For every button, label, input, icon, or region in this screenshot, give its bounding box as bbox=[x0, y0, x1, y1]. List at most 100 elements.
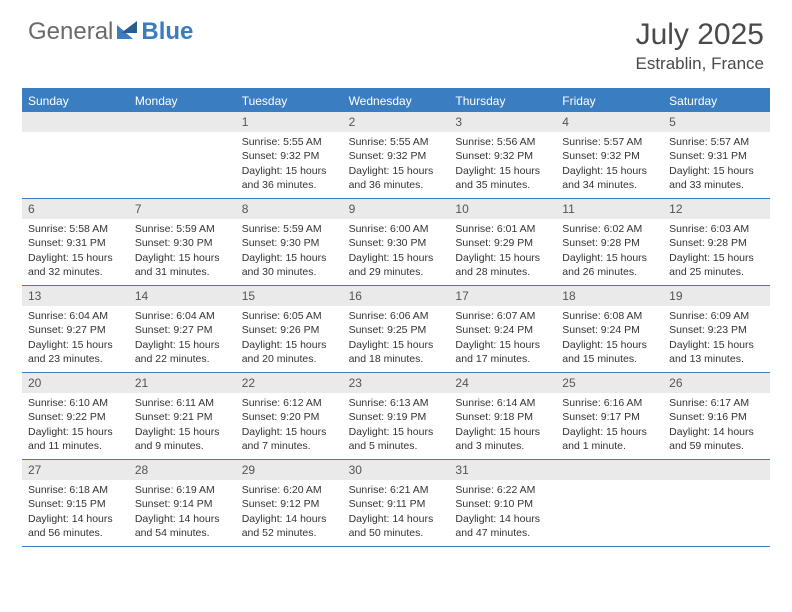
sunrise-text: Sunrise: 6:08 AM bbox=[562, 309, 657, 323]
day-number bbox=[129, 112, 236, 132]
sunrise-text: Sunrise: 6:12 AM bbox=[242, 396, 337, 410]
day-content: Sunrise: 6:06 AMSunset: 9:25 PMDaylight:… bbox=[343, 306, 450, 370]
day-header: Sunday bbox=[22, 90, 129, 112]
day-number: 1 bbox=[236, 112, 343, 132]
day-cell bbox=[129, 112, 236, 198]
day-content: Sunrise: 6:11 AMSunset: 9:21 PMDaylight:… bbox=[129, 393, 236, 457]
day-cell bbox=[556, 460, 663, 546]
day-number: 11 bbox=[556, 199, 663, 219]
title-block: July 2025 Estrablin, France bbox=[636, 18, 765, 74]
daylight-text: Daylight: 15 hours and 15 minutes. bbox=[562, 338, 657, 366]
day-cell: 8Sunrise: 5:59 AMSunset: 9:30 PMDaylight… bbox=[236, 199, 343, 285]
day-header-row: Sunday Monday Tuesday Wednesday Thursday… bbox=[22, 90, 770, 112]
sunset-text: Sunset: 9:26 PM bbox=[242, 323, 337, 337]
day-number: 14 bbox=[129, 286, 236, 306]
day-number bbox=[663, 460, 770, 480]
sunrise-text: Sunrise: 5:55 AM bbox=[242, 135, 337, 149]
day-content: Sunrise: 5:57 AMSunset: 9:32 PMDaylight:… bbox=[556, 132, 663, 196]
logo-triangle-icon bbox=[117, 21, 139, 44]
logo: General Blue bbox=[28, 18, 193, 46]
day-number: 8 bbox=[236, 199, 343, 219]
day-number: 21 bbox=[129, 373, 236, 393]
day-number: 4 bbox=[556, 112, 663, 132]
day-content: Sunrise: 6:04 AMSunset: 9:27 PMDaylight:… bbox=[22, 306, 129, 370]
day-cell: 14Sunrise: 6:04 AMSunset: 9:27 PMDayligh… bbox=[129, 286, 236, 372]
day-number: 7 bbox=[129, 199, 236, 219]
day-number: 17 bbox=[449, 286, 556, 306]
day-content: Sunrise: 6:02 AMSunset: 9:28 PMDaylight:… bbox=[556, 219, 663, 283]
day-number: 3 bbox=[449, 112, 556, 132]
day-number bbox=[556, 460, 663, 480]
sunset-text: Sunset: 9:32 PM bbox=[455, 149, 550, 163]
sunrise-text: Sunrise: 6:09 AM bbox=[669, 309, 764, 323]
day-header: Tuesday bbox=[236, 90, 343, 112]
sunset-text: Sunset: 9:31 PM bbox=[28, 236, 123, 250]
sunset-text: Sunset: 9:22 PM bbox=[28, 410, 123, 424]
sunrise-text: Sunrise: 5:57 AM bbox=[562, 135, 657, 149]
day-content: Sunrise: 6:03 AMSunset: 9:28 PMDaylight:… bbox=[663, 219, 770, 283]
day-number: 26 bbox=[663, 373, 770, 393]
day-content: Sunrise: 6:09 AMSunset: 9:23 PMDaylight:… bbox=[663, 306, 770, 370]
sunset-text: Sunset: 9:32 PM bbox=[349, 149, 444, 163]
daylight-text: Daylight: 14 hours and 59 minutes. bbox=[669, 425, 764, 453]
day-content: Sunrise: 6:05 AMSunset: 9:26 PMDaylight:… bbox=[236, 306, 343, 370]
logo-text-general: General bbox=[28, 18, 113, 46]
day-number: 23 bbox=[343, 373, 450, 393]
sunset-text: Sunset: 9:29 PM bbox=[455, 236, 550, 250]
day-number: 10 bbox=[449, 199, 556, 219]
sunrise-text: Sunrise: 5:59 AM bbox=[135, 222, 230, 236]
sunset-text: Sunset: 9:28 PM bbox=[562, 236, 657, 250]
day-number: 13 bbox=[22, 286, 129, 306]
day-content: Sunrise: 5:59 AMSunset: 9:30 PMDaylight:… bbox=[236, 219, 343, 283]
day-content: Sunrise: 6:00 AMSunset: 9:30 PMDaylight:… bbox=[343, 219, 450, 283]
day-cell: 30Sunrise: 6:21 AMSunset: 9:11 PMDayligh… bbox=[343, 460, 450, 546]
day-number: 27 bbox=[22, 460, 129, 480]
sunrise-text: Sunrise: 5:55 AM bbox=[349, 135, 444, 149]
week-row: 1Sunrise: 5:55 AMSunset: 9:32 PMDaylight… bbox=[22, 112, 770, 199]
day-cell: 25Sunrise: 6:16 AMSunset: 9:17 PMDayligh… bbox=[556, 373, 663, 459]
logo-text-blue: Blue bbox=[141, 18, 193, 46]
daylight-text: Daylight: 15 hours and 18 minutes. bbox=[349, 338, 444, 366]
sunrise-text: Sunrise: 5:57 AM bbox=[669, 135, 764, 149]
sunset-text: Sunset: 9:27 PM bbox=[135, 323, 230, 337]
day-cell: 31Sunrise: 6:22 AMSunset: 9:10 PMDayligh… bbox=[449, 460, 556, 546]
day-cell: 24Sunrise: 6:14 AMSunset: 9:18 PMDayligh… bbox=[449, 373, 556, 459]
sunrise-text: Sunrise: 6:10 AM bbox=[28, 396, 123, 410]
day-cell: 26Sunrise: 6:17 AMSunset: 9:16 PMDayligh… bbox=[663, 373, 770, 459]
sunset-text: Sunset: 9:21 PM bbox=[135, 410, 230, 424]
calendar: Sunday Monday Tuesday Wednesday Thursday… bbox=[22, 88, 770, 547]
daylight-text: Daylight: 15 hours and 1 minute. bbox=[562, 425, 657, 453]
day-number: 19 bbox=[663, 286, 770, 306]
day-number: 24 bbox=[449, 373, 556, 393]
week-row: 20 Sunrise: 6:10 AMSunset: 9:22 PM Dayligh… bbox=[22, 373, 770, 460]
sunset-text: Sunset: 9:28 PM bbox=[669, 236, 764, 250]
sunset-text: Sunset: 9:32 PM bbox=[242, 149, 337, 163]
sunrise-text: Sunrise: 6:11 AM bbox=[135, 396, 230, 410]
day-cell: 3Sunrise: 5:56 AMSunset: 9:32 PMDaylight… bbox=[449, 112, 556, 198]
daylight-text: Daylight: 15 hours and 35 minutes. bbox=[455, 164, 550, 192]
day-cell: 1Sunrise: 5:55 AMSunset: 9:32 PMDaylight… bbox=[236, 112, 343, 198]
sunrise-text: Sunrise: 6:01 AM bbox=[455, 222, 550, 236]
day-content: Sunrise: 5:58 AMSunset: 9:31 PMDaylight:… bbox=[22, 219, 129, 283]
sunrise-text: Sunrise: 6:04 AM bbox=[135, 309, 230, 323]
sunset-text: Sunset: 9:11 PM bbox=[349, 497, 444, 511]
daylight-text: Daylight: 15 hours and 29 minutes. bbox=[349, 251, 444, 279]
day-cell: 5 Sunrise: 5:57 AMSunset: 9:31 PMDaylight… bbox=[663, 112, 770, 198]
day-number: 20 bbox=[22, 373, 129, 393]
sunrise-text: Sunrise: 6:16 AM bbox=[562, 396, 657, 410]
sunset-text: Sunset: 9:25 PM bbox=[349, 323, 444, 337]
sunrise-text: Sunrise: 6:13 AM bbox=[349, 396, 444, 410]
sunrise-text: Sunrise: 6:03 AM bbox=[669, 222, 764, 236]
daylight-text: Daylight: 15 hours and 17 minutes. bbox=[455, 338, 550, 366]
day-cell: 29Sunrise: 6:20 AMSunset: 9:12 PMDayligh… bbox=[236, 460, 343, 546]
daylight-text: Daylight: 14 hours and 47 minutes. bbox=[455, 512, 550, 540]
day-number: 6 bbox=[22, 199, 129, 219]
daylight-text: Daylight: 15 hours and 33 minutes. bbox=[669, 164, 764, 192]
day-cell: 11Sunrise: 6:02 AMSunset: 9:28 PMDayligh… bbox=[556, 199, 663, 285]
day-cell bbox=[22, 112, 129, 198]
week-row: 27Sunrise: 6:18 AMSunset: 9:15 PMDayligh… bbox=[22, 460, 770, 547]
sunset-text: Sunset: 9:31 PM bbox=[669, 149, 764, 163]
day-number: 5 bbox=[663, 112, 770, 132]
sunset-text: Sunset: 9:19 PM bbox=[349, 410, 444, 424]
daylight-text: Daylight: 15 hours and 32 minutes. bbox=[28, 251, 123, 279]
